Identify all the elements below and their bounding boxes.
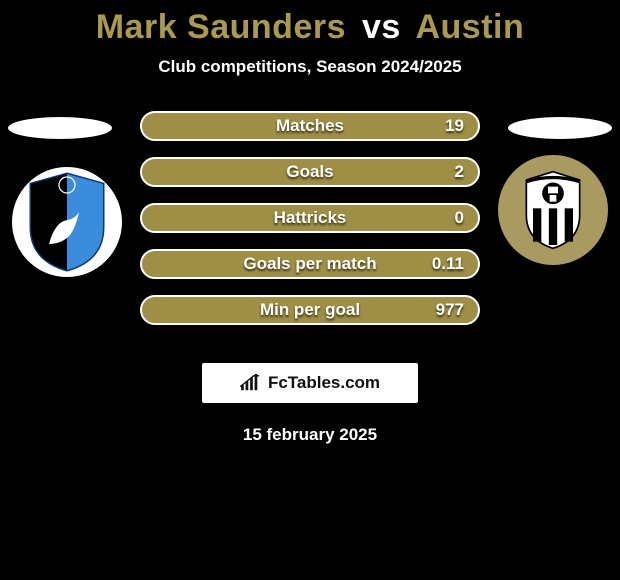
- stat-row: Min per goal 977: [140, 295, 480, 325]
- stat-rows: Matches 19 Goals 2 Hattricks 0 Goals per match…: [140, 111, 480, 325]
- stat-row: Goals per match 0.11: [140, 249, 480, 279]
- vs-text: vs: [362, 8, 401, 46]
- stat-label: Goals: [286, 162, 333, 182]
- page-title: Mark Saunders vs Austin: [0, 8, 620, 47]
- stat-row: Matches 19: [140, 111, 480, 141]
- stat-row: Hattricks 0: [140, 203, 480, 233]
- subtitle: Club competitions, Season 2024/2025: [0, 57, 620, 77]
- gillingham-fc-crest-icon: [25, 172, 109, 272]
- comparison-arena: Matches 19 Goals 2 Hattricks 0 Goals per match…: [0, 111, 620, 341]
- bar-chart-icon: [240, 374, 262, 392]
- notts-county-crest-icon: [511, 160, 595, 260]
- stat-value-right: 977: [436, 300, 464, 320]
- stat-label: Goals per match: [243, 254, 376, 274]
- brand-text: FcTables.com: [268, 373, 380, 393]
- stat-label: Min per goal: [260, 300, 360, 320]
- player-b-silhouette: [508, 117, 612, 139]
- footer-date: 15 february 2025: [0, 425, 620, 445]
- stat-row: Goals 2: [140, 157, 480, 187]
- club-crest-right: [498, 155, 608, 265]
- player-a-name: Mark Saunders: [96, 8, 346, 46]
- stat-value-right: 19: [445, 116, 464, 136]
- stat-value-right: 0.11: [432, 254, 464, 274]
- stat-value-right: 0: [455, 208, 464, 228]
- player-a-silhouette: [8, 117, 112, 139]
- brand-badge[interactable]: FcTables.com: [202, 363, 418, 403]
- stat-label: Matches: [276, 116, 344, 136]
- comparison-card: Mark Saunders vs Austin Club competition…: [0, 0, 620, 445]
- club-crest-left: [12, 167, 122, 277]
- stat-value-right: 2: [455, 162, 464, 182]
- stat-label: Hattricks: [274, 208, 347, 228]
- player-b-name: Austin: [415, 8, 524, 46]
